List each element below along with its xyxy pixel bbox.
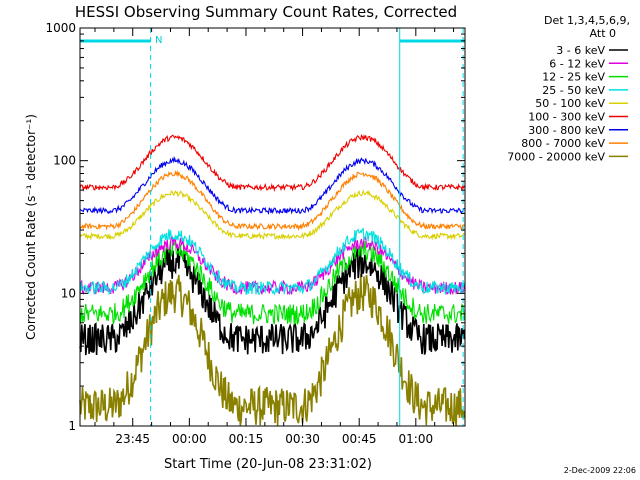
legend-label: 100 - 300 keV bbox=[528, 111, 605, 124]
legend-label: 50 - 100 keV bbox=[535, 97, 605, 110]
x-tick-label: 00:15 bbox=[229, 432, 264, 446]
x-tick-label: 00:45 bbox=[342, 432, 377, 446]
series-line bbox=[79, 134, 466, 192]
legend-header-attenuator: Att 0 bbox=[590, 27, 616, 40]
series-line bbox=[79, 247, 466, 356]
legend-label: 12 - 25 keV bbox=[542, 71, 605, 84]
y-tick-label: 100 bbox=[53, 154, 76, 168]
y-tick-label: 1000 bbox=[45, 21, 76, 35]
x-tick-label: 01:00 bbox=[399, 432, 434, 446]
x-axis-label: Start Time (20-Jun-08 23:31:02) bbox=[164, 457, 372, 472]
series-group bbox=[79, 134, 466, 427]
legend-label: 7000 - 20000 keV bbox=[507, 150, 605, 163]
x-axis: 23:45 00:00 00:15 00:30 00:45 01:00 bbox=[94, 28, 455, 446]
series-line bbox=[79, 189, 465, 241]
x-tick-label: 00:00 bbox=[172, 432, 207, 446]
y-tick-label: 1 bbox=[68, 419, 76, 433]
legend-label: 3 - 6 keV bbox=[556, 44, 605, 57]
legend-header-detectors: Det 1,3,4,5,6,9, bbox=[544, 14, 630, 27]
chart-title: HESSI Observing Summary Count Rates, Cor… bbox=[75, 3, 457, 21]
series-line bbox=[79, 240, 466, 326]
legend-label: 300 - 800 keV bbox=[528, 124, 605, 137]
legend-label: 6 - 12 keV bbox=[549, 57, 605, 70]
legend-label: 800 - 7000 keV bbox=[521, 137, 605, 150]
legend-label: 25 - 50 keV bbox=[542, 84, 605, 97]
y-axis: 1 10 100 1000 bbox=[45, 21, 465, 433]
series-line bbox=[79, 156, 465, 215]
plot-frame bbox=[79, 27, 466, 427]
y-axis-label: Corrected Count Rate (s⁻¹ detector⁻¹) bbox=[24, 114, 38, 340]
series-line bbox=[79, 227, 466, 296]
series-line bbox=[79, 169, 465, 232]
series-line bbox=[79, 274, 466, 427]
x-tick-label: 23:45 bbox=[115, 432, 150, 446]
series-line bbox=[79, 235, 466, 296]
marker-group bbox=[80, 28, 465, 426]
y-tick-label: 10 bbox=[61, 286, 76, 300]
night-marker-label: N bbox=[155, 35, 162, 46]
timestamp: 2-Dec-2009 22:06 bbox=[564, 466, 636, 475]
x-tick-label: 00:30 bbox=[285, 432, 320, 446]
